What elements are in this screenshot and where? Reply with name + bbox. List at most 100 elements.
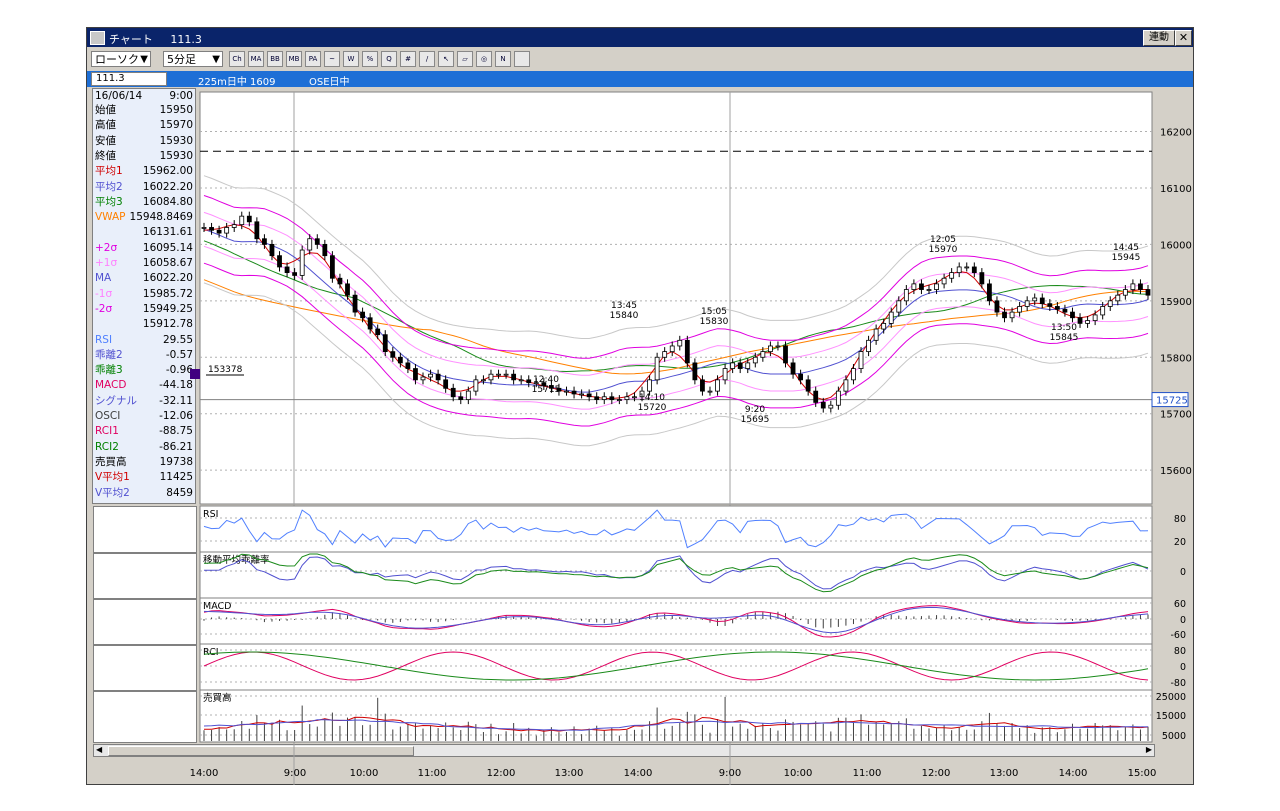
info-label: +2σ: [95, 241, 118, 254]
scroll-thumb[interactable]: [108, 746, 414, 756]
info-value: 8459: [166, 486, 193, 499]
info-row: OSCI -12.06: [95, 409, 193, 423]
window-title: チャート 111.3: [109, 31, 216, 47]
info-label: RSI: [95, 333, 113, 346]
pa-icon[interactable]: PA: [305, 51, 321, 67]
info-label: 平均3: [95, 195, 123, 208]
info-row: V平均2 8459: [95, 486, 193, 500]
fib-tool-icon[interactable]: %: [362, 51, 378, 67]
info-row: 売買高 19738: [95, 455, 193, 469]
eraser-icon[interactable]: ◎: [476, 51, 492, 67]
info-label: 乖離3: [95, 364, 123, 377]
toolbar: ローソク ▼ 5分足 ▼ Ch MA BB MB PA ~ W% Q # / ↖ ▱ ◎ N: [87, 48, 1193, 70]
info-value: 15948.8469: [129, 211, 193, 224]
pen-icon[interactable]: ↖: [438, 51, 454, 67]
rci-left-pane: [93, 645, 197, 691]
rsi-left-pane: [93, 506, 197, 553]
info-row: 乖離3 -0.96: [95, 363, 193, 377]
drawing-tool-icon[interactable]: /: [419, 51, 435, 67]
horizontal-scrollbar[interactable]: ◀ ▶: [93, 744, 1155, 757]
info-row: RSI 29.55: [95, 333, 193, 347]
date-value: 16/06/14: [95, 90, 143, 102]
info-row: 始値 15950: [95, 103, 193, 117]
scroll-right-icon[interactable]: ▶: [1145, 745, 1152, 754]
info-row: 終値 15930: [95, 149, 193, 163]
info-value: 11425: [159, 471, 193, 484]
info-row: +1σ 16058.67: [95, 256, 193, 270]
info-label: 平均2: [95, 180, 123, 193]
info-row: -2σ 15949.25: [95, 302, 193, 316]
date-row: 16/06/14 9:00: [95, 89, 193, 103]
line-tool-icon[interactable]: ~: [324, 51, 340, 67]
info-label: 売買高: [95, 455, 127, 468]
link-button[interactable]: 連動: [1143, 30, 1175, 46]
info-row: RCI1 -88.75: [95, 424, 193, 438]
info-label: 安値: [95, 134, 116, 147]
info-row: -1σ 15985.72: [95, 287, 193, 301]
interval-value: 5分足: [167, 53, 196, 66]
info-label: 終値: [95, 149, 116, 162]
info-label: シグナル: [95, 394, 137, 407]
chart-type-icon[interactable]: Ch: [229, 51, 245, 67]
hline-tool-icon[interactable]: W: [343, 51, 359, 67]
info-row: 15912.78: [95, 317, 193, 331]
info-label: 高値: [95, 119, 116, 132]
code-input[interactable]: 111.3: [91, 72, 167, 86]
info-value: 15912.78: [142, 318, 193, 331]
info-label: -2σ: [95, 302, 113, 315]
window-code: 111.3: [170, 33, 202, 46]
bb-icon[interactable]: BB: [267, 51, 283, 67]
info-row: 乖離2 -0.57: [95, 348, 193, 362]
info-row: RCI2 -86.21: [95, 440, 193, 454]
info-label: 乖離2: [95, 348, 123, 361]
info-value: -44.18: [159, 379, 193, 392]
scroll-left-icon[interactable]: ◀: [96, 745, 103, 754]
info-row: MA 16022.20: [95, 271, 193, 285]
info-value: -0.57: [165, 348, 193, 361]
candle-type-combo[interactable]: ローソク ▼: [91, 51, 151, 67]
title-bar: チャート 111.3 連動 ✕: [87, 28, 1193, 47]
info-value: 15970: [159, 119, 193, 132]
ma-icon[interactable]: MA: [248, 51, 264, 67]
info-row: MACD -44.18: [95, 378, 193, 392]
chevron-down-icon[interactable]: ▼: [140, 54, 148, 65]
info-row: 平均2 16022.20: [95, 180, 193, 194]
search-icon[interactable]: N: [495, 51, 511, 67]
pointer-icon[interactable]: ▱: [457, 51, 473, 67]
info-value: -32.11: [159, 394, 193, 407]
info-value: 29.55: [162, 333, 193, 346]
chart-app-icon: [90, 31, 105, 45]
info-row: 平均3 16084.80: [95, 195, 193, 209]
info-value: -88.75: [159, 425, 193, 438]
macd-left-pane: [93, 599, 197, 645]
mbe-icon[interactable]: MB: [286, 51, 302, 67]
info-value: 15950: [159, 104, 193, 116]
info-row: V平均1 11425: [95, 470, 193, 484]
info-value: -12.06: [159, 410, 193, 422]
info-value: 16058.67: [142, 257, 193, 269]
info-label: OSCI: [95, 410, 121, 422]
interval-combo[interactable]: 5分足 ▼: [163, 51, 223, 67]
instrument-name: 225m日中 1609: [198, 77, 276, 88]
chevron-down-icon[interactable]: ▼: [212, 54, 220, 65]
info-label: 始値: [95, 104, 116, 116]
candle-type-value: ローソク: [95, 53, 139, 66]
info-label: 平均1: [95, 165, 123, 178]
info-value: 15949.25: [142, 302, 193, 315]
volume-left-pane: [93, 691, 197, 743]
info-label: +1σ: [95, 257, 118, 269]
grid-icon[interactable]: #: [400, 51, 416, 67]
info-label: MA: [95, 272, 112, 285]
market-name: OSE日中: [309, 77, 350, 88]
info-value: 16131.61: [142, 226, 193, 239]
info-row: 16131.61: [95, 225, 193, 239]
info-label: RCI1: [95, 425, 119, 438]
info-label: VWAP: [95, 211, 126, 224]
info-panel: 16/06/14 9:00 始値 15950 高値 15970 安値 15930 終値 159…: [92, 88, 196, 504]
info-row: シグナル -32.11: [95, 394, 193, 408]
magnet-icon[interactable]: [514, 51, 530, 67]
info-value: 16095.14: [142, 241, 193, 254]
close-icon[interactable]: ✕: [1175, 30, 1192, 46]
info-value: 15962.00: [142, 165, 193, 178]
zoom-icon[interactable]: Q: [381, 51, 397, 67]
